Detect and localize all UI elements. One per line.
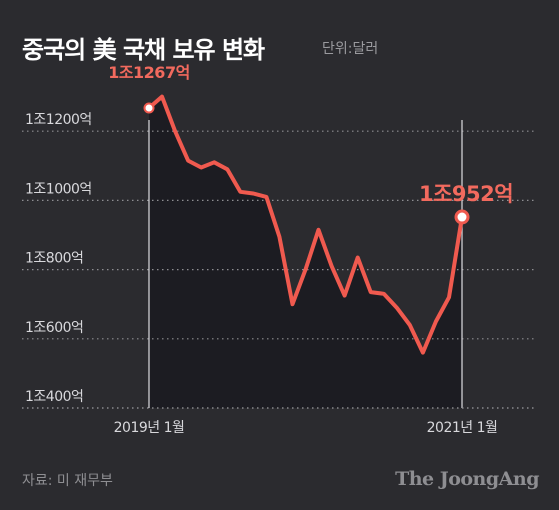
y-tick-label: 1조1200억 [25,112,92,128]
brand-logo: The JoongAng [395,468,539,490]
y-tick-label: 1조400억 [25,389,83,405]
source-note: 자료: 미 재무부 [22,473,113,489]
y-tick-label: 1조800억 [25,251,83,267]
unit-label: 단위:달러 [322,41,379,57]
start-point-marker [143,102,155,114]
chart-title: 중국의 美 국채 보유 변화 [22,36,265,64]
end-value-label: 1조952억 [419,182,513,206]
series-area [149,96,462,408]
end-point-marker [454,209,470,225]
y-tick-label: 1조600억 [25,320,83,336]
x-tick-label: 2021년 1월 [427,420,498,436]
x-tick-label: 2019년 1월 [114,420,185,436]
series-line [147,94,464,355]
start-value-label: 1조1267억 [108,63,190,82]
y-tick-label: 1조1000억 [25,181,92,197]
